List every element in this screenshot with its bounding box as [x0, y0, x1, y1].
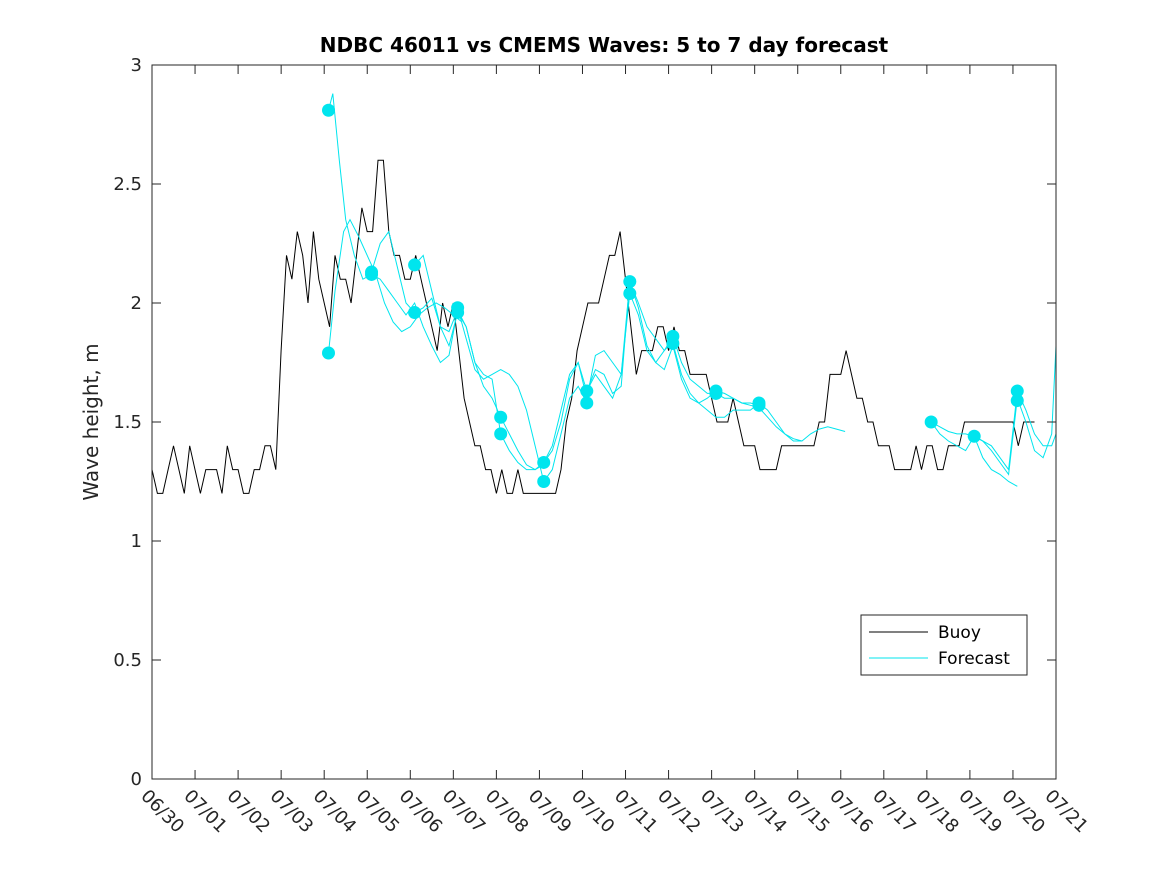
y-tick-label: 1.5: [113, 412, 142, 433]
buoy-series-line: [151, 159, 1035, 494]
forecast-marker: [408, 258, 422, 272]
x-tick-label: 07/10: [567, 786, 619, 838]
x-tick-label: 07/06: [395, 786, 447, 838]
y-tick-label: 2: [131, 293, 142, 314]
forecast-run-line: [629, 281, 760, 406]
forecast-marker: [408, 306, 422, 320]
x-tick-label: 07/04: [309, 786, 361, 838]
x-tick-label: 07/13: [696, 786, 748, 838]
x-tick-label: 07/12: [653, 786, 705, 838]
forecast-run-line: [543, 281, 674, 463]
forecast-marker: [709, 386, 723, 400]
forecast-marker: [365, 267, 379, 281]
chart-title: NDBC 46011 vs CMEMS Waves: 5 to 7 day fo…: [320, 33, 889, 57]
y-tick-label: 3: [131, 55, 142, 76]
forecast-marker: [494, 410, 508, 424]
forecast-run-line: [672, 343, 803, 442]
forecast-marker: [321, 346, 335, 360]
x-tick-label: 06/30: [136, 786, 188, 838]
forecast-run-line: [328, 218, 463, 354]
forecast-marker: [1010, 384, 1024, 398]
x-tick-label: 07/16: [825, 786, 877, 838]
y-tick-label: 0.5: [113, 650, 142, 671]
x-tick-label: 07/19: [954, 786, 1006, 838]
forecast-marker: [666, 336, 680, 350]
legend: Buoy Forecast: [860, 614, 1028, 676]
forecast-run-line: [371, 230, 502, 418]
forecast-run-line: [930, 389, 1057, 471]
forecast-run-line: [328, 93, 459, 364]
x-tick-label: 07/02: [223, 786, 275, 838]
forecast-marker: [623, 286, 637, 300]
x-tick-label: 07/14: [739, 786, 791, 838]
y-axis-label: Wave height, m: [79, 343, 103, 500]
forecast-marker: [537, 455, 551, 469]
forecast-marker: [537, 475, 551, 488]
x-tick-label: 07/11: [610, 786, 662, 838]
x-tick-label: 07/20: [997, 786, 1049, 838]
forecast-marker: [623, 275, 637, 289]
x-tick-label: 07/17: [868, 786, 920, 838]
forecast-marker: [924, 415, 938, 429]
forecast-run-line: [500, 279, 631, 471]
legend-box: [860, 614, 1028, 676]
x-tick-label: 07/05: [352, 786, 404, 838]
x-tick-label: 07/08: [481, 786, 533, 838]
y-tick-label: 1: [131, 531, 142, 552]
x-tick-label: 07/07: [438, 786, 490, 838]
forecast-marker: [580, 396, 594, 410]
legend-buoy-label: Buoy: [938, 623, 981, 643]
forecast-run-line: [586, 293, 716, 400]
forecast-marker: [580, 384, 594, 398]
forecast-marker: [752, 398, 766, 412]
x-tick-label: 07/03: [266, 786, 318, 838]
x-tick-label: 07/18: [911, 786, 963, 838]
forecast-run-line: [414, 254, 544, 471]
forecast-marker: [321, 103, 335, 117]
x-tick-label: 07/15: [782, 786, 834, 838]
forecast-run-line: [715, 392, 846, 442]
forecast-marker: [451, 306, 465, 320]
forecast-marker: [967, 429, 981, 443]
x-tick-label: 07/09: [524, 786, 576, 838]
y-tick-label: 2.5: [113, 174, 142, 195]
forecast-run-line: [457, 307, 588, 483]
x-tick-label: 07/01: [180, 786, 232, 838]
x-axis: 06/3007/0107/0207/0307/0407/0507/0607/07…: [136, 65, 1092, 837]
y-axis: 0 0.5 1 1.5 2 2.5 3: [113, 55, 1056, 790]
plot-area: [151, 93, 1057, 494]
x-tick-label: 07/21: [1040, 786, 1092, 838]
y-tick-label: 0: [131, 769, 142, 790]
legend-forecast-label: Forecast: [938, 649, 1010, 669]
forecast-marker: [1010, 394, 1024, 408]
forecast-marker: [494, 427, 508, 441]
